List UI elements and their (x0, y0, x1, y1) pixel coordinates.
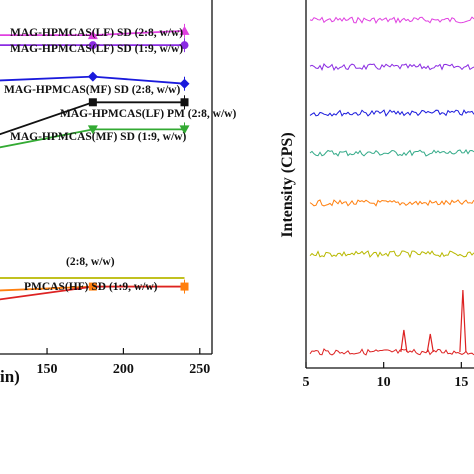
series-label-2: MAG-HPMCAS(MF) SD (2:8, w/w) (4, 84, 180, 96)
series-label-6: PMCAS(HF) SD (1:9, w/w) (24, 281, 158, 293)
series-label-3: MAG-HPMCAS(LF) PM (2:8, w/w) (60, 108, 236, 120)
xrd-peak-0 (400, 329, 408, 353)
xrd-trace-0 (309, 16, 474, 24)
data-point-4-1 (87, 125, 98, 135)
series-label-4: MAG-HPMCAS(MF) SD (1:9, w/w) (10, 131, 186, 143)
xrd-chart: Intensity (CPS) 5 10 15 (279, 0, 474, 390)
right-x-tick-label-1: 10 (377, 375, 391, 390)
right-x-tick-label-2: 15 (454, 375, 468, 390)
xrd-trace-5 (309, 250, 474, 259)
dissolution-chart: MAG-HPMCAS(LF) SD (2:8, w/w) MAG-HPMCAS(L… (0, 0, 236, 386)
left-x-tick-label-0: 150 (37, 362, 58, 377)
right-x-tick-label-0: 5 (303, 375, 310, 390)
data-point-3-1 (88, 98, 97, 107)
xrd-peak-2 (459, 289, 467, 353)
xrd-trace-1 (309, 63, 474, 72)
series-label-5: (2:8, w/w) (66, 256, 115, 268)
left-x-axis-label: in) (0, 367, 20, 386)
data-point-1-1 (88, 41, 97, 50)
left-x-tick-label-1: 200 (113, 362, 134, 377)
series-label-0: MAG-HPMCAS(LF) SD (2:8, w/w) (10, 27, 183, 39)
xrd-trace-2 (309, 109, 474, 117)
xrd-trace-3 (309, 149, 474, 157)
data-point-0-1 (87, 30, 98, 40)
series-label-1: MAG-HPMCAS(LF) SD (1:9, w/w) (10, 43, 183, 55)
right-y-axis-label: Intensity (CPS) (279, 132, 296, 237)
xrd-peak-1 (426, 333, 434, 353)
xrd-trace-6 (309, 348, 474, 356)
data-point-6-1 (88, 282, 97, 291)
data-point-2-1 (87, 71, 98, 82)
xrd-trace-4 (309, 199, 474, 207)
left-x-tick-label-2: 250 (189, 362, 210, 377)
